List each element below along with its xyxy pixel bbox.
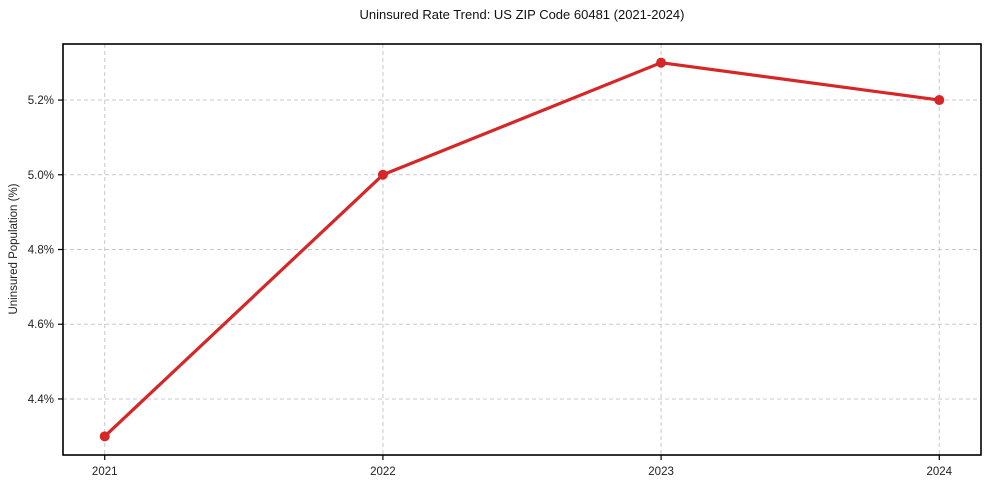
- trend-line: [103, 61, 941, 438]
- x-tick-label: 2022: [370, 466, 396, 478]
- y-tick-label: 4.4%: [28, 394, 54, 406]
- data-point-marker: [377, 169, 388, 180]
- y-axis-label: Uninsured Population (%): [8, 183, 20, 315]
- x-tick-label: 2023: [648, 466, 674, 478]
- y-tick-label: 4.6%: [28, 319, 54, 331]
- data-point-marker: [99, 431, 110, 442]
- data-point-marker: [934, 95, 945, 106]
- data-point-marker: [656, 57, 667, 68]
- x-tick-label: 2024: [926, 466, 952, 478]
- y-tick-label: 4.8%: [28, 245, 54, 257]
- chart-title: Uninsured Rate Trend: US ZIP Code 60481 …: [359, 7, 685, 22]
- y-tick-label: 5.0%: [28, 170, 54, 182]
- y-tick-label: 5.2%: [28, 95, 54, 107]
- x-tick-label: 2021: [92, 466, 118, 478]
